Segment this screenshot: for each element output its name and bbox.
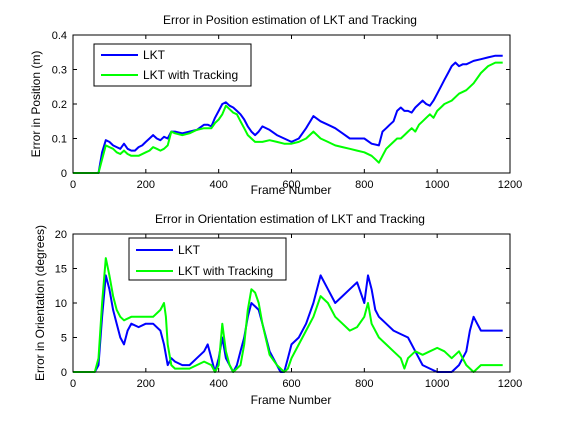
position-error-chart: Error in Position estimation of LKT and …	[29, 13, 522, 197]
y-tick-label: 0.3	[52, 65, 67, 77]
series-line-tracking	[73, 257, 503, 373]
legend-label-lkt: LKT	[178, 243, 201, 257]
legend-label-tracking: LKT with Tracking	[143, 68, 238, 82]
y-tick-label: 0.1	[52, 134, 67, 146]
legend: LKT LKT with Tracking	[128, 237, 287, 281]
chart-title: Error in Position estimation of LKT and …	[163, 13, 417, 27]
y-tick-label: 10	[55, 298, 67, 310]
x-tick-label: 400	[209, 378, 227, 390]
x-axis-ticks: 0 200 400 600 800 1000 1200	[70, 35, 522, 191]
series-line-tracking	[73, 61, 503, 174]
y-axis-label: Error in Orientation (degrees)	[33, 225, 47, 381]
y-axis-ticks: 0 0.1 0.2 0.3 0.4	[52, 30, 510, 180]
x-tick-label: 1200	[498, 378, 522, 390]
series-lines	[73, 257, 503, 373]
series-lines	[73, 54, 503, 174]
legend-box	[128, 237, 287, 281]
legend: LKT LKT with Tracking	[93, 43, 252, 87]
legend-label-lkt: LKT	[143, 48, 166, 62]
x-tick-label: 800	[355, 179, 373, 191]
x-axis-label: Frame Number	[251, 393, 332, 407]
x-tick-label: 600	[282, 179, 300, 191]
x-tick-label: 1000	[425, 378, 449, 390]
legend-box	[93, 43, 252, 87]
x-axis-ticks: 0 200 400 600 800 1000 1200	[70, 234, 522, 390]
y-axis-label: Error in Position (m)	[29, 51, 43, 158]
x-tick-label: 400	[209, 179, 227, 191]
series-line-lkt	[73, 54, 503, 174]
x-tick-label: 0	[70, 179, 76, 191]
x-axis-label: Frame Number	[251, 183, 332, 197]
y-axis-ticks: 0 5 10 15 20	[55, 229, 510, 379]
x-tick-label: 800	[355, 378, 373, 390]
y-tick-label: 15	[55, 264, 67, 276]
x-tick-label: 200	[137, 179, 155, 191]
y-tick-label: 0	[61, 367, 67, 379]
y-tick-label: 0	[61, 168, 67, 180]
x-tick-label: 1200	[498, 179, 522, 191]
chart-title: Error in Orientation estimation of LKT a…	[155, 212, 425, 226]
orientation-error-chart: Error in Orientation estimation of LKT a…	[33, 212, 522, 407]
y-tick-label: 0.2	[52, 99, 67, 111]
y-tick-label: 20	[55, 229, 67, 241]
legend-label-tracking: LKT with Tracking	[178, 264, 273, 278]
x-tick-label: 600	[282, 378, 300, 390]
y-tick-label: 0.4	[52, 30, 67, 42]
x-tick-label: 0	[70, 378, 76, 390]
x-tick-label: 1000	[425, 179, 449, 191]
y-tick-label: 5	[61, 333, 67, 345]
x-tick-label: 200	[137, 378, 155, 390]
